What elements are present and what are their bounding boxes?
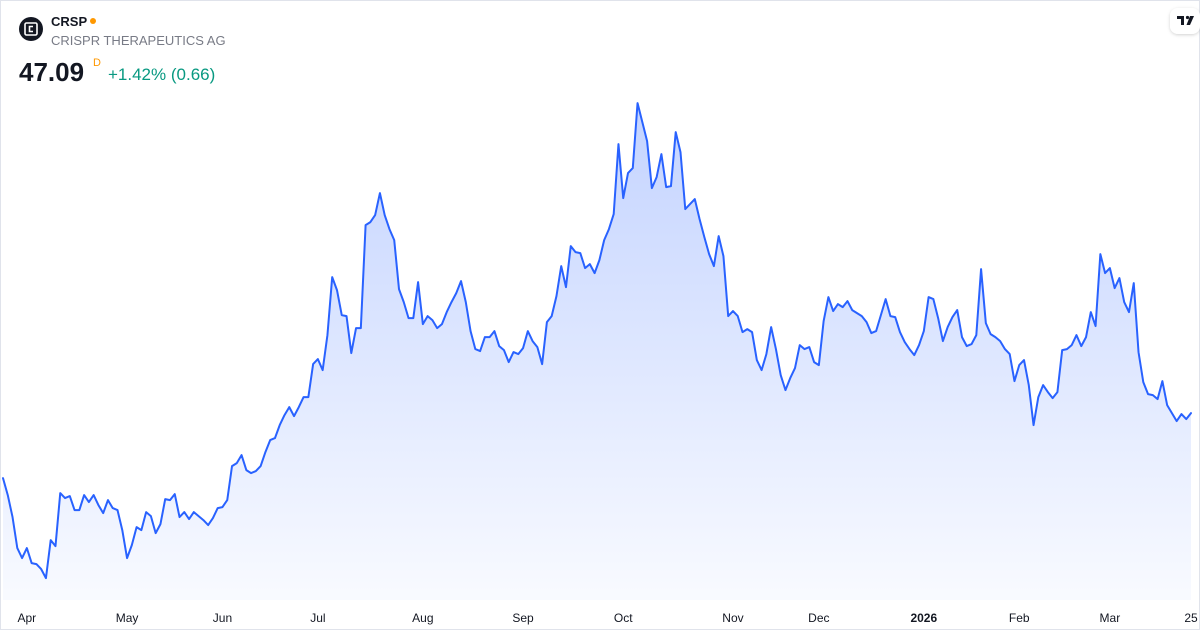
interval: D	[93, 57, 101, 69]
x-tick-label: 2026	[910, 611, 937, 625]
company-name: CRISPR THERAPEUTICS AG	[51, 33, 226, 48]
x-tick-label: Jul	[310, 611, 325, 625]
symbol: CRSP	[51, 14, 87, 29]
last-price: 47.09	[19, 57, 84, 87]
x-tick-label: Nov	[722, 611, 743, 625]
x-tick-label: Aug	[412, 611, 433, 625]
x-tick-label: Dec	[808, 611, 829, 625]
x-tick-label: Mar	[1100, 611, 1121, 625]
x-tick-label: Feb	[1009, 611, 1030, 625]
x-tick-label: Jun	[213, 611, 232, 625]
plot-area	[2, 102, 1192, 600]
symbol-logo	[19, 17, 43, 41]
x-tick-label: 25	[1184, 611, 1198, 625]
price-change: +1.42% (0.66)	[108, 65, 215, 84]
x-tick-label: Oct	[614, 611, 633, 625]
x-tick-label: May	[116, 611, 139, 625]
x-tick-label: Sep	[512, 611, 534, 625]
area-fill	[3, 103, 1191, 600]
tradingview-logo[interactable]	[1170, 8, 1200, 34]
price-line	[2, 102, 1192, 580]
x-tick-label: Apr	[18, 611, 37, 625]
market-status-dot	[90, 18, 96, 24]
